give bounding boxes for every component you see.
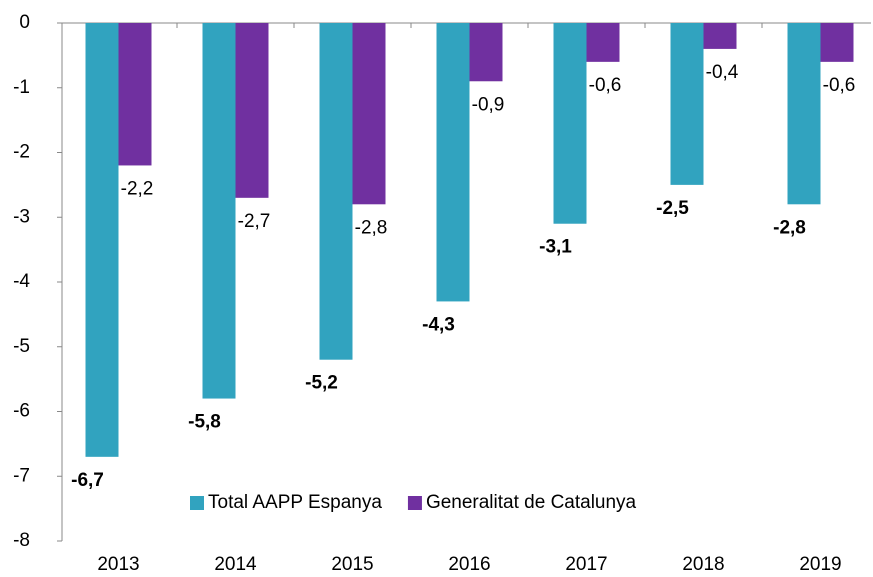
data-label: -2,2 <box>121 178 154 199</box>
x-tick-label: 2017 <box>565 554 607 575</box>
bar <box>118 23 152 166</box>
bar <box>703 23 737 49</box>
y-tick-label: -2 <box>13 142 30 163</box>
data-label: -2,5 <box>656 198 689 219</box>
data-label: -0,4 <box>706 62 739 83</box>
bar <box>319 23 353 360</box>
legend-label: Total AAPP Espanya <box>208 492 382 513</box>
x-tick-label: 2014 <box>214 554 257 575</box>
x-tick-label: 2016 <box>448 554 490 575</box>
x-tick-label: 2018 <box>682 554 724 575</box>
y-tick-label: 0 <box>19 12 30 33</box>
data-label: -2,8 <box>773 217 806 238</box>
bar <box>202 23 236 399</box>
data-label: -5,8 <box>188 412 221 433</box>
legend-swatch <box>407 496 422 510</box>
y-tick-label: -7 <box>13 465 30 486</box>
y-tick-label: -6 <box>13 401 30 422</box>
y-tick-label: -1 <box>13 77 30 98</box>
data-label: -3,1 <box>539 237 572 258</box>
data-label: -5,2 <box>305 373 338 394</box>
data-label: -2,7 <box>238 211 271 232</box>
data-label: -0,6 <box>589 75 622 96</box>
bar <box>235 23 269 198</box>
legend-swatch <box>190 496 204 510</box>
x-tick-label: 2015 <box>331 554 373 575</box>
y-tick-label: -3 <box>13 206 30 227</box>
data-label: -0,6 <box>823 75 856 96</box>
bar <box>85 23 119 457</box>
data-label: -2,8 <box>355 217 388 238</box>
x-tick-label: 2019 <box>799 554 841 575</box>
y-tick-label: -5 <box>13 336 30 357</box>
bar <box>787 23 821 205</box>
bar <box>553 23 587 224</box>
y-tick-label: -4 <box>13 271 30 292</box>
data-label: -6,7 <box>71 470 104 491</box>
bar <box>586 23 620 62</box>
x-tick-label: 2013 <box>97 554 139 575</box>
y-tick-label: -8 <box>13 530 30 551</box>
bar <box>670 23 704 185</box>
data-label: -4,3 <box>422 314 455 335</box>
bar <box>436 23 470 302</box>
bar <box>352 23 386 205</box>
legend-label: Generalitat de Catalunya <box>426 492 637 513</box>
bar <box>820 23 854 62</box>
data-label: -0,9 <box>472 94 505 115</box>
bar <box>469 23 503 82</box>
